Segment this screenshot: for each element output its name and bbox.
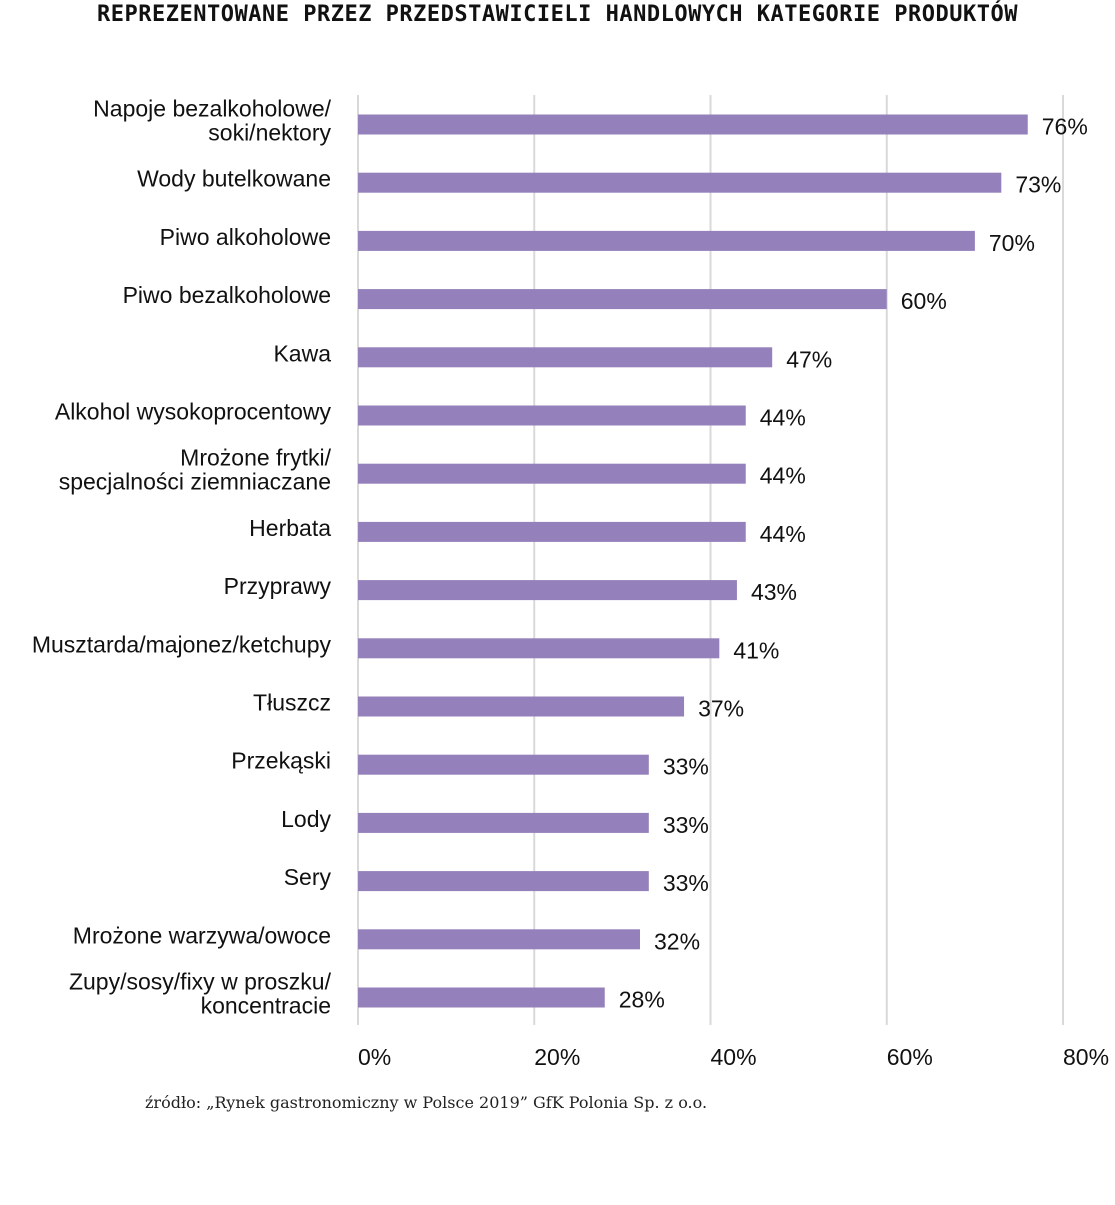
category-label-15-line-1: koncentracie <box>201 993 331 1019</box>
category-label-12: Lody <box>281 806 331 832</box>
value-label-6: 44% <box>760 463 806 489</box>
category-label-10: Tłuszcz <box>253 690 331 716</box>
value-label-1: 73% <box>1015 172 1061 198</box>
bar-1 <box>358 172 1002 193</box>
value-label-8: 43% <box>751 579 797 605</box>
value-label-7: 44% <box>760 521 806 547</box>
bar-7 <box>358 521 746 542</box>
value-label-12: 33% <box>663 812 709 838</box>
bar-10 <box>358 696 685 717</box>
category-label-8: Przyprawy <box>224 573 332 599</box>
x-tick-label-80: 80% <box>1063 1044 1109 1070</box>
category-label-14: Mrożone warzywa/owoce <box>73 922 331 948</box>
category-label-0-line-1: soki/nektory <box>208 120 331 146</box>
value-label-13: 33% <box>663 870 709 896</box>
bar-chart: 0% 20% 40% 60% 80% Napoje bezalkoholowe/soki/… <box>32 95 1109 1070</box>
category-label-6-line-1: specjalności ziemniaczane <box>59 469 331 495</box>
value-label-0: 76% <box>1042 114 1088 140</box>
bar-0 <box>358 114 1028 135</box>
source-note: źródło: „Rynek gastronomiczny w Polsce 2… <box>145 1093 708 1112</box>
category-label-13: Sery <box>284 864 332 890</box>
value-label-14: 32% <box>654 928 700 954</box>
bar-9 <box>358 638 720 659</box>
value-label-15: 28% <box>619 987 665 1013</box>
category-label-5: Alkohol wysokoprocentowy <box>55 399 332 425</box>
bar-8 <box>358 580 737 601</box>
bar-15 <box>358 987 605 1008</box>
value-label-2: 70% <box>989 230 1035 256</box>
category-label-4: Kawa <box>273 340 331 366</box>
bar-11 <box>358 754 649 775</box>
category-label-11: Przekąski <box>231 748 331 774</box>
bar-2 <box>358 230 975 251</box>
value-label-5: 44% <box>760 405 806 431</box>
value-label-11: 33% <box>663 754 709 780</box>
bar-6 <box>358 463 746 484</box>
category-label-0-line-0: Napoje bezalkoholowe/ <box>93 96 331 122</box>
category-label-3: Piwo bezalkoholowe <box>123 282 331 308</box>
category-label-15-line-0: Zupy/sosy/fixy w proszku/ <box>69 969 332 995</box>
category-label-9: Musztarda/majonez/ketchupy <box>32 631 332 657</box>
value-label-4: 47% <box>786 346 832 372</box>
bar-12 <box>358 812 649 833</box>
value-label-3: 60% <box>901 288 947 314</box>
bar-5 <box>358 405 746 426</box>
category-label-1: Wody butelkowane <box>137 166 331 192</box>
x-tick-label-20: 20% <box>534 1044 580 1070</box>
value-label-9: 41% <box>733 637 779 663</box>
category-label-2: Piwo alkoholowe <box>160 224 331 250</box>
bar-4 <box>358 347 773 368</box>
x-tick-label-40: 40% <box>711 1044 757 1070</box>
x-tick-label-0: 0% <box>358 1044 391 1070</box>
category-label-7: Herbata <box>249 515 331 541</box>
x-tick-label-60: 60% <box>887 1044 933 1070</box>
bar-14 <box>358 929 640 950</box>
bar-3 <box>358 289 887 310</box>
value-label-10: 37% <box>698 696 744 722</box>
category-label-6-line-0: Mrożone frytki/ <box>180 445 331 471</box>
chart-title: REPREZENTOWANE PRZEZ PRZEDSTAWICIELI HAN… <box>97 2 1018 27</box>
bar-13 <box>358 871 649 892</box>
